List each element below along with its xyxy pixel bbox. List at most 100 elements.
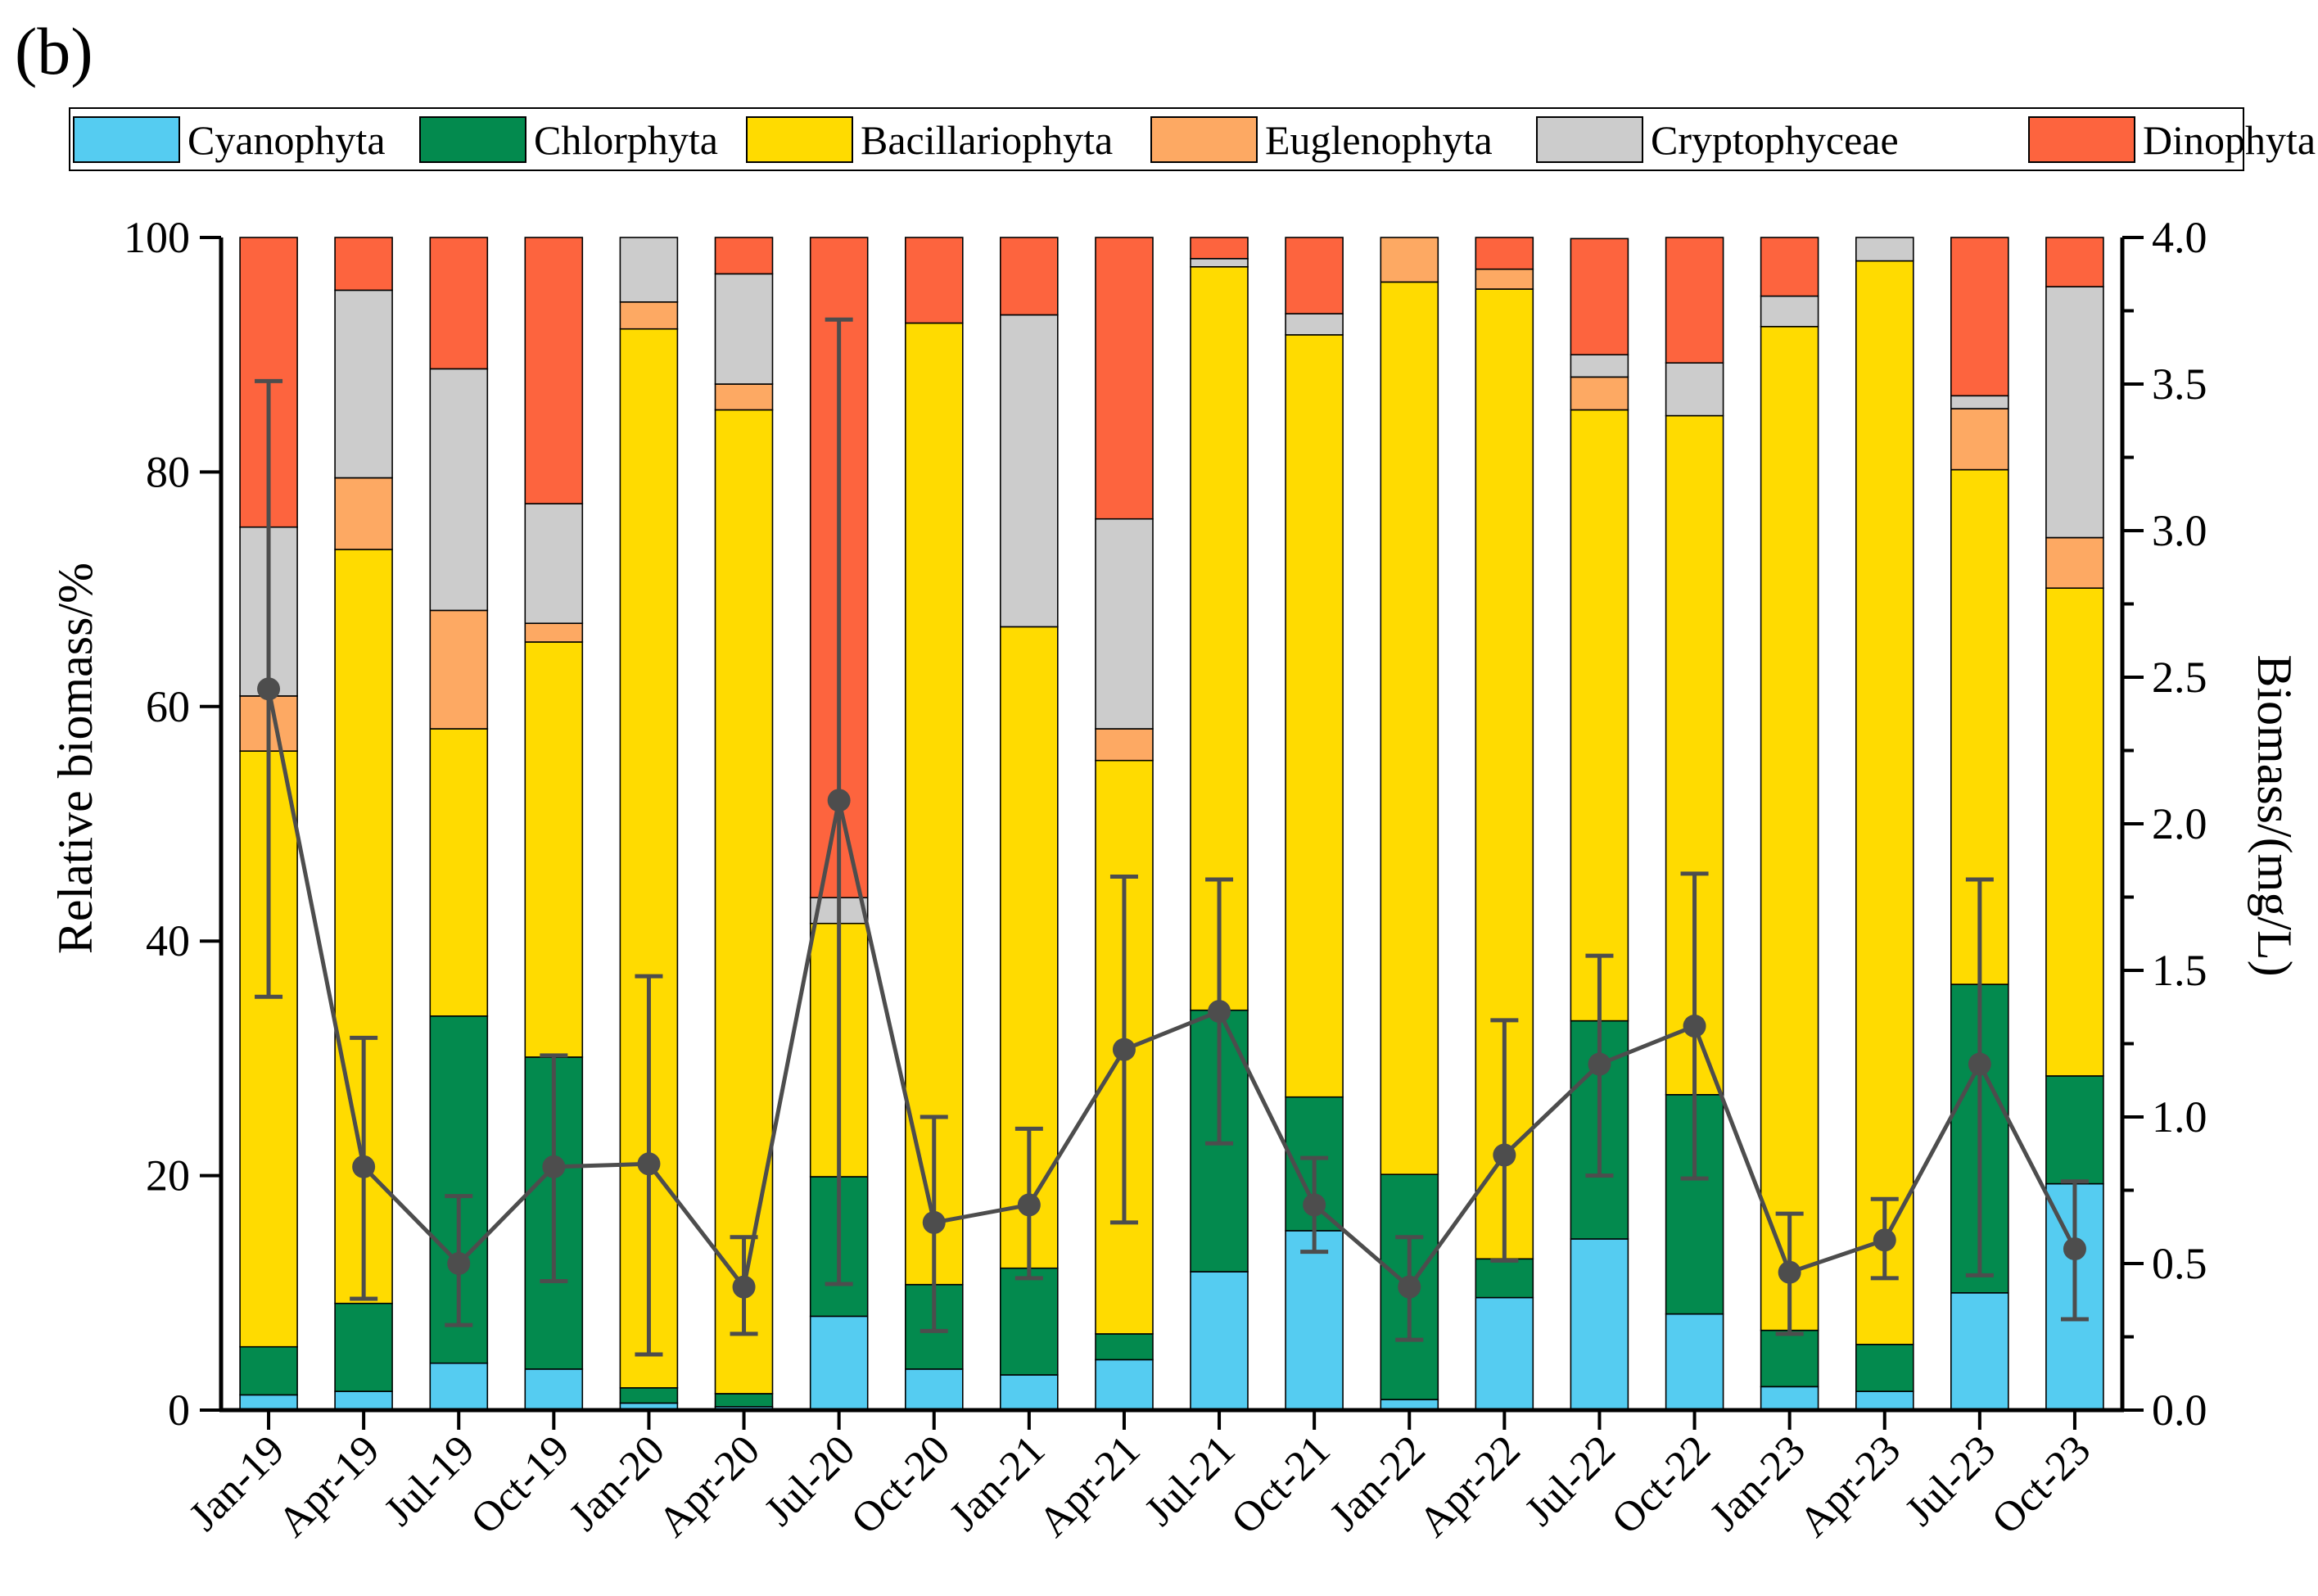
bar-bacillariophyta-jul-22 bbox=[1570, 409, 1629, 1022]
biomass-line-path bbox=[266, 688, 2077, 1292]
x-tick-label-jan-23: Jan-23 bbox=[1701, 1426, 1814, 1539]
biomass-point-jul-21 bbox=[1208, 1000, 1231, 1024]
legend: Cyanophyta Chlorphyta Bacillariophyta Eugle… bbox=[69, 107, 2316, 171]
y-axis-label: Relative biomass/% bbox=[48, 563, 102, 954]
x-tick-label-oct-19: Oct-19 bbox=[462, 1426, 578, 1543]
bar-bacillariophyta-jul-19 bbox=[429, 728, 489, 1017]
bar-cyanophyta-jan-23 bbox=[1760, 1386, 1819, 1411]
bar-cyanophyta-apr-22 bbox=[1475, 1296, 1534, 1411]
bar-dinophyta-oct-23 bbox=[2045, 237, 2104, 287]
bar-cryptophyceae-oct-19 bbox=[524, 503, 584, 624]
biomass-point-jan-19 bbox=[257, 677, 281, 701]
x-tick-label-jul-20: Jul-20 bbox=[756, 1426, 864, 1535]
bar-dinophyta-oct-21 bbox=[1285, 237, 1344, 314]
bar-cyanophyta-jul-20 bbox=[809, 1315, 869, 1411]
biomass-point-jul-20 bbox=[827, 789, 851, 812]
y2-axis-label: Biomass/(mg/L) bbox=[2248, 654, 2302, 976]
x-tick-label-oct-20: Oct-20 bbox=[843, 1426, 959, 1543]
biomass-point-apr-20 bbox=[732, 1275, 756, 1299]
y-tick-label: 100 bbox=[124, 213, 190, 262]
legend-label-chlorphyta: Chlorphyta bbox=[534, 117, 718, 163]
bar-chlorphyta-apr-21 bbox=[1095, 1333, 1154, 1361]
biomass-point-apr-19 bbox=[352, 1155, 376, 1178]
bar-euglenophyta-apr-20 bbox=[714, 383, 774, 411]
x-tick-label-apr-22: Apr-22 bbox=[1410, 1426, 1530, 1546]
bar-cryptophyceae-jan-23 bbox=[1760, 295, 1819, 328]
bar-chlorphyta-jan-21 bbox=[1000, 1267, 1059, 1376]
bar-dinophyta-oct-22 bbox=[1665, 237, 1724, 364]
biomass-point-apr-23 bbox=[1873, 1228, 1896, 1252]
biomass-point-oct-22 bbox=[1683, 1015, 1706, 1038]
y-tick-label: 40 bbox=[146, 916, 190, 965]
y-tick-label: 20 bbox=[146, 1151, 190, 1200]
panel-label: (b) bbox=[15, 14, 93, 88]
x-tick-label-oct-23: Oct-23 bbox=[1983, 1426, 2099, 1543]
bar-dinophyta-jul-19 bbox=[429, 237, 489, 370]
bar-cyanophyta-oct-20 bbox=[905, 1368, 964, 1411]
bar-cryptophyceae-oct-23 bbox=[2045, 286, 2104, 539]
bar-cryptophyceae-jul-23 bbox=[1950, 395, 2009, 409]
y2-tick-label: 4.0 bbox=[2152, 213, 2207, 262]
bar-euglenophyta-jul-19 bbox=[429, 609, 489, 730]
biomass-point-jul-22 bbox=[1588, 1052, 1611, 1076]
x-tick-label-apr-23: Apr-23 bbox=[1791, 1426, 1910, 1546]
bar-bacillariophyta-oct-23 bbox=[2045, 587, 2104, 1077]
bar-bacillariophyta-jan-22 bbox=[1380, 281, 1439, 1176]
bar-cyanophyta-oct-19 bbox=[524, 1368, 584, 1411]
bar-chlorphyta-jul-19 bbox=[429, 1015, 489, 1364]
bar-euglenophyta-apr-19 bbox=[334, 477, 393, 550]
bar-euglenophyta-apr-22 bbox=[1475, 268, 1534, 290]
bar-cyanophyta-jan-21 bbox=[1000, 1374, 1059, 1411]
bar-chlorphyta-oct-23 bbox=[2045, 1075, 2104, 1185]
x-tick-label-jul-21: Jul-21 bbox=[1136, 1426, 1244, 1535]
x-tick-label-jan-21: Jan-21 bbox=[941, 1426, 1054, 1539]
bar-chlorphyta-jan-20 bbox=[619, 1387, 679, 1404]
biomass-point-jan-22 bbox=[1398, 1275, 1421, 1299]
x-tick-label-jan-19: Jan-19 bbox=[180, 1426, 293, 1539]
bar-dinophyta-jul-21 bbox=[1190, 237, 1249, 260]
legend-swatch-chlorphyta bbox=[419, 116, 526, 163]
bar-chlorphyta-apr-23 bbox=[1855, 1344, 1914, 1392]
bar-dinophyta-oct-20 bbox=[905, 237, 964, 324]
biomass-point-jan-20 bbox=[637, 1152, 661, 1176]
biomass-point-jul-23 bbox=[1968, 1052, 1991, 1076]
y2-tick-label: 2.5 bbox=[2152, 653, 2207, 702]
bar-cryptophyceae-apr-20 bbox=[714, 273, 774, 385]
biomass-line bbox=[255, 317, 2089, 1357]
y2-tick-label: 3.0 bbox=[2152, 506, 2207, 555]
biomass-point-apr-21 bbox=[1112, 1038, 1136, 1061]
bar-dinophyta-jan-23 bbox=[1760, 237, 1819, 297]
biomass-point-oct-20 bbox=[922, 1210, 946, 1234]
x-tick-label-jul-22: Jul-22 bbox=[1516, 1426, 1624, 1535]
x-tick-label-apr-21: Apr-21 bbox=[1030, 1426, 1150, 1546]
bar-cyanophyta-oct-22 bbox=[1665, 1313, 1724, 1411]
bar-bacillariophyta-apr-20 bbox=[714, 409, 774, 1395]
legend-label-cyanophyta: Cyanophyta bbox=[188, 117, 386, 163]
bar-cyanophyta-apr-23 bbox=[1855, 1390, 1914, 1411]
bar-chlorphyta-jan-19 bbox=[239, 1345, 298, 1396]
bar-bacillariophyta-apr-23 bbox=[1855, 260, 1914, 1345]
bar-bacillariophyta-jan-23 bbox=[1760, 325, 1819, 1332]
bar-cyanophyta-jan-19 bbox=[239, 1394, 298, 1411]
x-tick-label-jan-22: Jan-22 bbox=[1321, 1426, 1434, 1539]
bar-cyanophyta-apr-19 bbox=[334, 1390, 393, 1411]
bar-cryptophyceae-jan-20 bbox=[619, 237, 679, 303]
bar-cyanophyta-jul-23 bbox=[1950, 1292, 2009, 1411]
y2-tick-label: 1.0 bbox=[2152, 1092, 2207, 1142]
legend-swatch-bacillariophyta bbox=[746, 116, 853, 163]
biomass-point-jan-21 bbox=[1017, 1193, 1041, 1217]
bar-chlorphyta-apr-22 bbox=[1475, 1258, 1534, 1299]
bar-euglenophyta-oct-23 bbox=[2045, 536, 2104, 589]
bar-dinophyta-apr-19 bbox=[334, 237, 393, 292]
bar-euglenophyta-jul-22 bbox=[1570, 376, 1629, 411]
bar-cryptophyceae-jul-21 bbox=[1190, 257, 1249, 268]
bar-euglenophyta-oct-19 bbox=[524, 622, 584, 643]
y2-tick-label: 2.0 bbox=[2152, 799, 2207, 848]
bar-euglenophyta-jul-23 bbox=[1950, 408, 2009, 471]
x-tick-label-apr-20: Apr-20 bbox=[649, 1426, 769, 1546]
biomass-point-oct-23 bbox=[2063, 1237, 2086, 1261]
y2-tick-label: 0.5 bbox=[2152, 1239, 2207, 1288]
bar-cyanophyta-jul-22 bbox=[1570, 1238, 1629, 1411]
plot-area: 0 20 40 60 80 100 0.0 0.5 1.0 1.5 2.0 2.5 3.0 3.5 4.0 J… bbox=[124, 213, 2207, 1546]
bar-chlorphyta-jan-23 bbox=[1760, 1329, 1819, 1388]
